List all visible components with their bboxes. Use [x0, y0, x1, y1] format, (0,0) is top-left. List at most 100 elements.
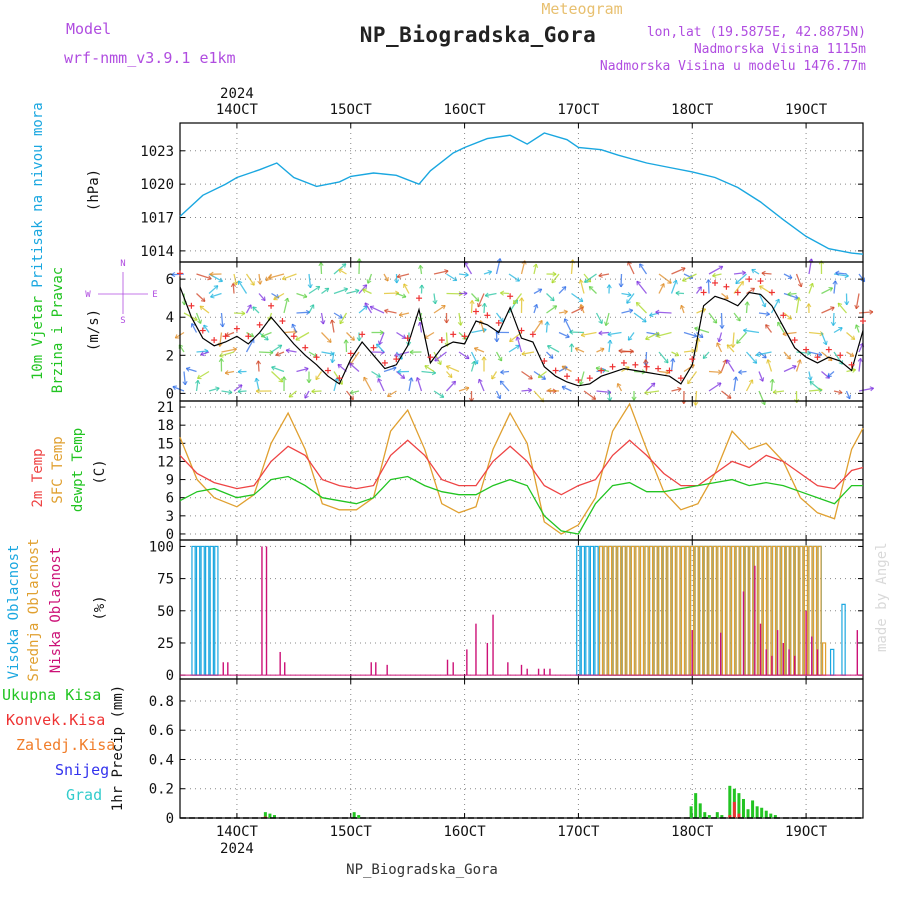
wind-arrow — [491, 371, 498, 380]
wind-arrow — [245, 304, 252, 314]
wind-arrow-head — [718, 382, 722, 387]
wind-arrow-head — [588, 286, 591, 291]
wind-arrow-head — [285, 348, 291, 351]
wind-arrow-head — [676, 351, 680, 356]
wind-arrow-head — [185, 368, 190, 372]
cloud-mid-bar — [735, 545, 740, 676]
wind-arrow-head — [618, 350, 623, 354]
cloud-low-bar — [446, 659, 449, 676]
wind-arrow-head — [500, 380, 505, 383]
wind-arrow — [821, 306, 835, 314]
wind-arrow-head — [566, 333, 570, 338]
cloud-low-bar — [742, 591, 745, 676]
wind-arrow-head — [263, 296, 266, 301]
wind-arrow-head — [565, 336, 570, 339]
wind-arrow — [195, 312, 202, 324]
wind-arrow-head — [464, 274, 469, 278]
wind-arrow-head — [495, 331, 500, 336]
wind-arrow — [579, 371, 585, 385]
wind-arrow — [682, 273, 697, 282]
wind-arrow — [458, 312, 462, 326]
wind-arrow-head — [755, 351, 760, 356]
wind-arrow — [320, 312, 325, 325]
wind-arrow — [743, 329, 760, 334]
wind-arrow-head — [635, 302, 638, 307]
wind-arrow — [716, 342, 723, 353]
wind-arrow-head — [257, 280, 261, 285]
wind-arrow-head — [415, 377, 418, 382]
legend-total-rain: Ukupna Kisa — [2, 686, 101, 704]
wind-arrow — [446, 380, 456, 392]
wind-arrow-head — [210, 296, 215, 299]
wind-arrow-head — [629, 309, 634, 314]
wind-arrow-head — [561, 366, 565, 371]
wind-arrow-head — [639, 263, 644, 267]
wind-arrow-head — [569, 343, 573, 348]
wind-arrow — [533, 288, 543, 295]
y-tick-label: 0 — [166, 668, 174, 684]
wind-arrow — [756, 351, 772, 356]
cloud-high-bar — [580, 545, 586, 676]
wind-arrow-head — [454, 381, 457, 386]
wind-arrow-head — [628, 308, 633, 311]
wind-arrow — [718, 332, 723, 342]
wind-arrow-head — [831, 307, 835, 312]
wind-arrow-head — [500, 369, 504, 373]
model-altitude-label: Nadmorska Visina u modelu 1476.77m — [600, 59, 866, 74]
wind-arrow — [171, 273, 185, 276]
wind-arrow-head — [191, 323, 196, 326]
wind-arrow — [331, 351, 335, 363]
wind-arrow — [383, 366, 397, 373]
wind-arrow — [499, 380, 510, 392]
precip-total-bar — [720, 815, 724, 818]
wind-arrow — [378, 332, 385, 345]
wind-arrow — [197, 370, 210, 380]
wind-arrow — [596, 348, 605, 353]
panel-temperature-axes: 0 3 6 9 12 15 18 21 — [157, 400, 864, 543]
wind-arrow — [210, 292, 222, 298]
wind-arrow — [745, 379, 754, 392]
wind-arrow — [745, 301, 749, 314]
wind-arrow-head — [268, 274, 272, 279]
wind-arrow-head — [203, 324, 208, 328]
wind-arrow-head — [345, 339, 349, 344]
precip-total-bar — [746, 809, 750, 818]
wind-arrow-head — [827, 372, 830, 377]
cloud-mid-bar — [744, 545, 749, 676]
wind-arrow — [733, 271, 746, 275]
cloud-mid-bar — [694, 545, 699, 676]
wind-arrow — [773, 390, 785, 394]
cloud-ylabel-4: (%) — [92, 595, 108, 620]
cloud-mid-bar — [680, 545, 686, 676]
model-name: wrf-nmm_v3.9.1 e1km — [64, 49, 236, 67]
wind-arrow — [626, 293, 635, 304]
wind-arrow-head — [825, 377, 830, 379]
wind-arrow-head — [705, 279, 709, 284]
wind-arrow — [320, 262, 323, 275]
wind-arrow-head — [835, 272, 840, 276]
wind-arrow — [575, 347, 585, 353]
wind-arrow-head — [232, 283, 237, 287]
wind-arrow-head — [787, 293, 792, 297]
cloud-low-bar — [452, 662, 454, 676]
wind-arrow-head — [806, 352, 811, 356]
wind-arrow-head — [844, 301, 848, 306]
wind-arrow-head — [392, 365, 397, 369]
wind-arrow-head — [675, 280, 678, 285]
wind-arrow-head — [650, 382, 655, 385]
wind-arrow-head — [224, 372, 230, 376]
wind-arrow-head — [665, 369, 670, 374]
wind-arrow-head — [561, 386, 565, 391]
y-tick-label: 12 — [157, 454, 174, 470]
wind-arrow-head — [547, 389, 552, 394]
wind-arrow-head — [830, 306, 835, 308]
wind-arrow-head — [677, 386, 682, 390]
wind-arrow-head — [458, 293, 463, 297]
wind-arrow-head — [396, 279, 400, 284]
wind-arrow-head — [631, 396, 635, 401]
compass-rose: N W E S — [85, 259, 157, 326]
wind-arrow-head — [352, 336, 355, 341]
precip-total-bar — [741, 798, 745, 818]
wind-arrow — [821, 287, 833, 295]
wind-arrow — [758, 371, 764, 382]
